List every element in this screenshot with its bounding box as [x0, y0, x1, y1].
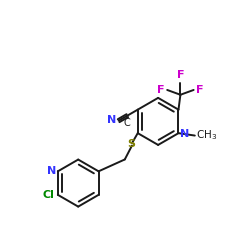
Text: C: C: [124, 118, 131, 128]
Text: F: F: [196, 85, 203, 95]
Text: F: F: [157, 85, 165, 95]
Text: S: S: [128, 138, 136, 148]
Text: N: N: [47, 166, 56, 176]
Text: F: F: [177, 70, 184, 80]
Text: N: N: [180, 129, 190, 139]
Text: N: N: [107, 115, 116, 125]
Text: Cl: Cl: [42, 190, 54, 200]
Text: CH$_3$: CH$_3$: [196, 129, 218, 142]
